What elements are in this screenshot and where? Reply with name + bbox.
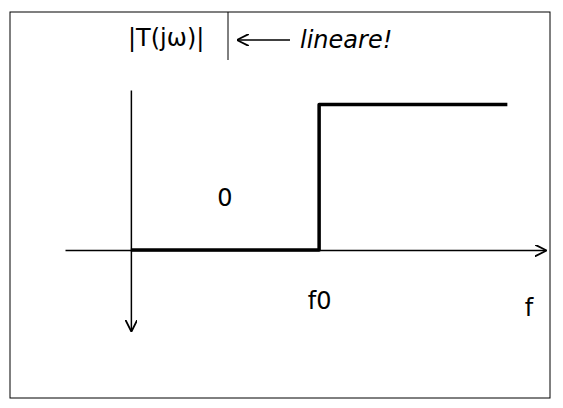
chart: f0 |T(jω)| f lineare! 0	[0, 0, 563, 408]
annotation: lineare!	[300, 26, 392, 54]
x-axis: f0	[66, 250, 546, 315]
plot-area	[131, 105, 507, 250]
x-tick: f0	[308, 250, 332, 315]
frame	[10, 12, 550, 398]
title-divider	[228, 12, 229, 60]
annotation: 0	[217, 184, 232, 212]
response-line	[131, 105, 507, 250]
x-axis-title: f	[525, 294, 534, 322]
y-axis-line	[131, 91, 133, 331]
title: |T(jω)|	[128, 24, 204, 52]
annotation-arrow	[238, 39, 290, 41]
y-axis	[131, 91, 132, 331]
x-tick-label: f0	[308, 287, 332, 315]
